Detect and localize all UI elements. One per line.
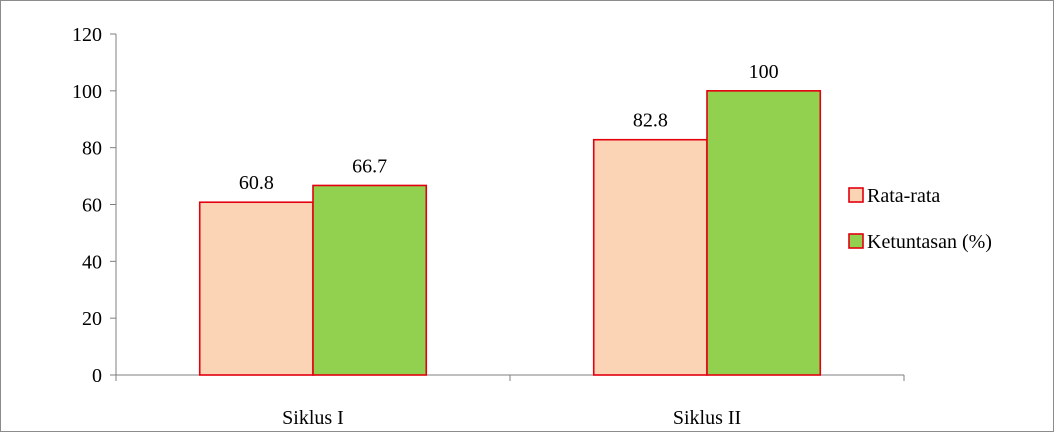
y-tick-label: 0	[92, 365, 102, 387]
y-tick-label: 60	[82, 195, 102, 217]
data-label: 66.7	[352, 155, 387, 177]
y-axis: 0 20 40 60 80 100 120	[72, 24, 117, 387]
x-tick-label: Siklus II	[673, 407, 741, 429]
legend-swatch	[848, 233, 864, 249]
bars	[198, 90, 822, 376]
y-tick-label: 80	[82, 138, 102, 160]
bar	[706, 90, 822, 376]
bar	[312, 184, 428, 376]
data-label: 100	[749, 61, 779, 83]
data-label: 60.8	[239, 172, 274, 194]
legend-label: Ketuntasan (%)	[867, 231, 992, 253]
legend: Rata-rata Ketuntasan (%)	[848, 185, 992, 253]
legend-label: Rata-rata	[867, 185, 940, 207]
y-tick-label: 20	[82, 308, 102, 330]
legend-swatch	[848, 187, 864, 203]
value-labels: 60.8 66.7 82.8 100	[239, 61, 779, 194]
x-tick-label: Siklus I	[282, 407, 344, 429]
y-tick-label: 100	[72, 81, 102, 103]
y-tick-label: 40	[82, 251, 102, 273]
data-label: 82.8	[633, 110, 668, 132]
bar	[198, 201, 314, 376]
x-axis: Siklus I Siklus II	[115, 374, 905, 429]
y-tick-label: 120	[72, 24, 102, 46]
bar	[592, 138, 708, 376]
